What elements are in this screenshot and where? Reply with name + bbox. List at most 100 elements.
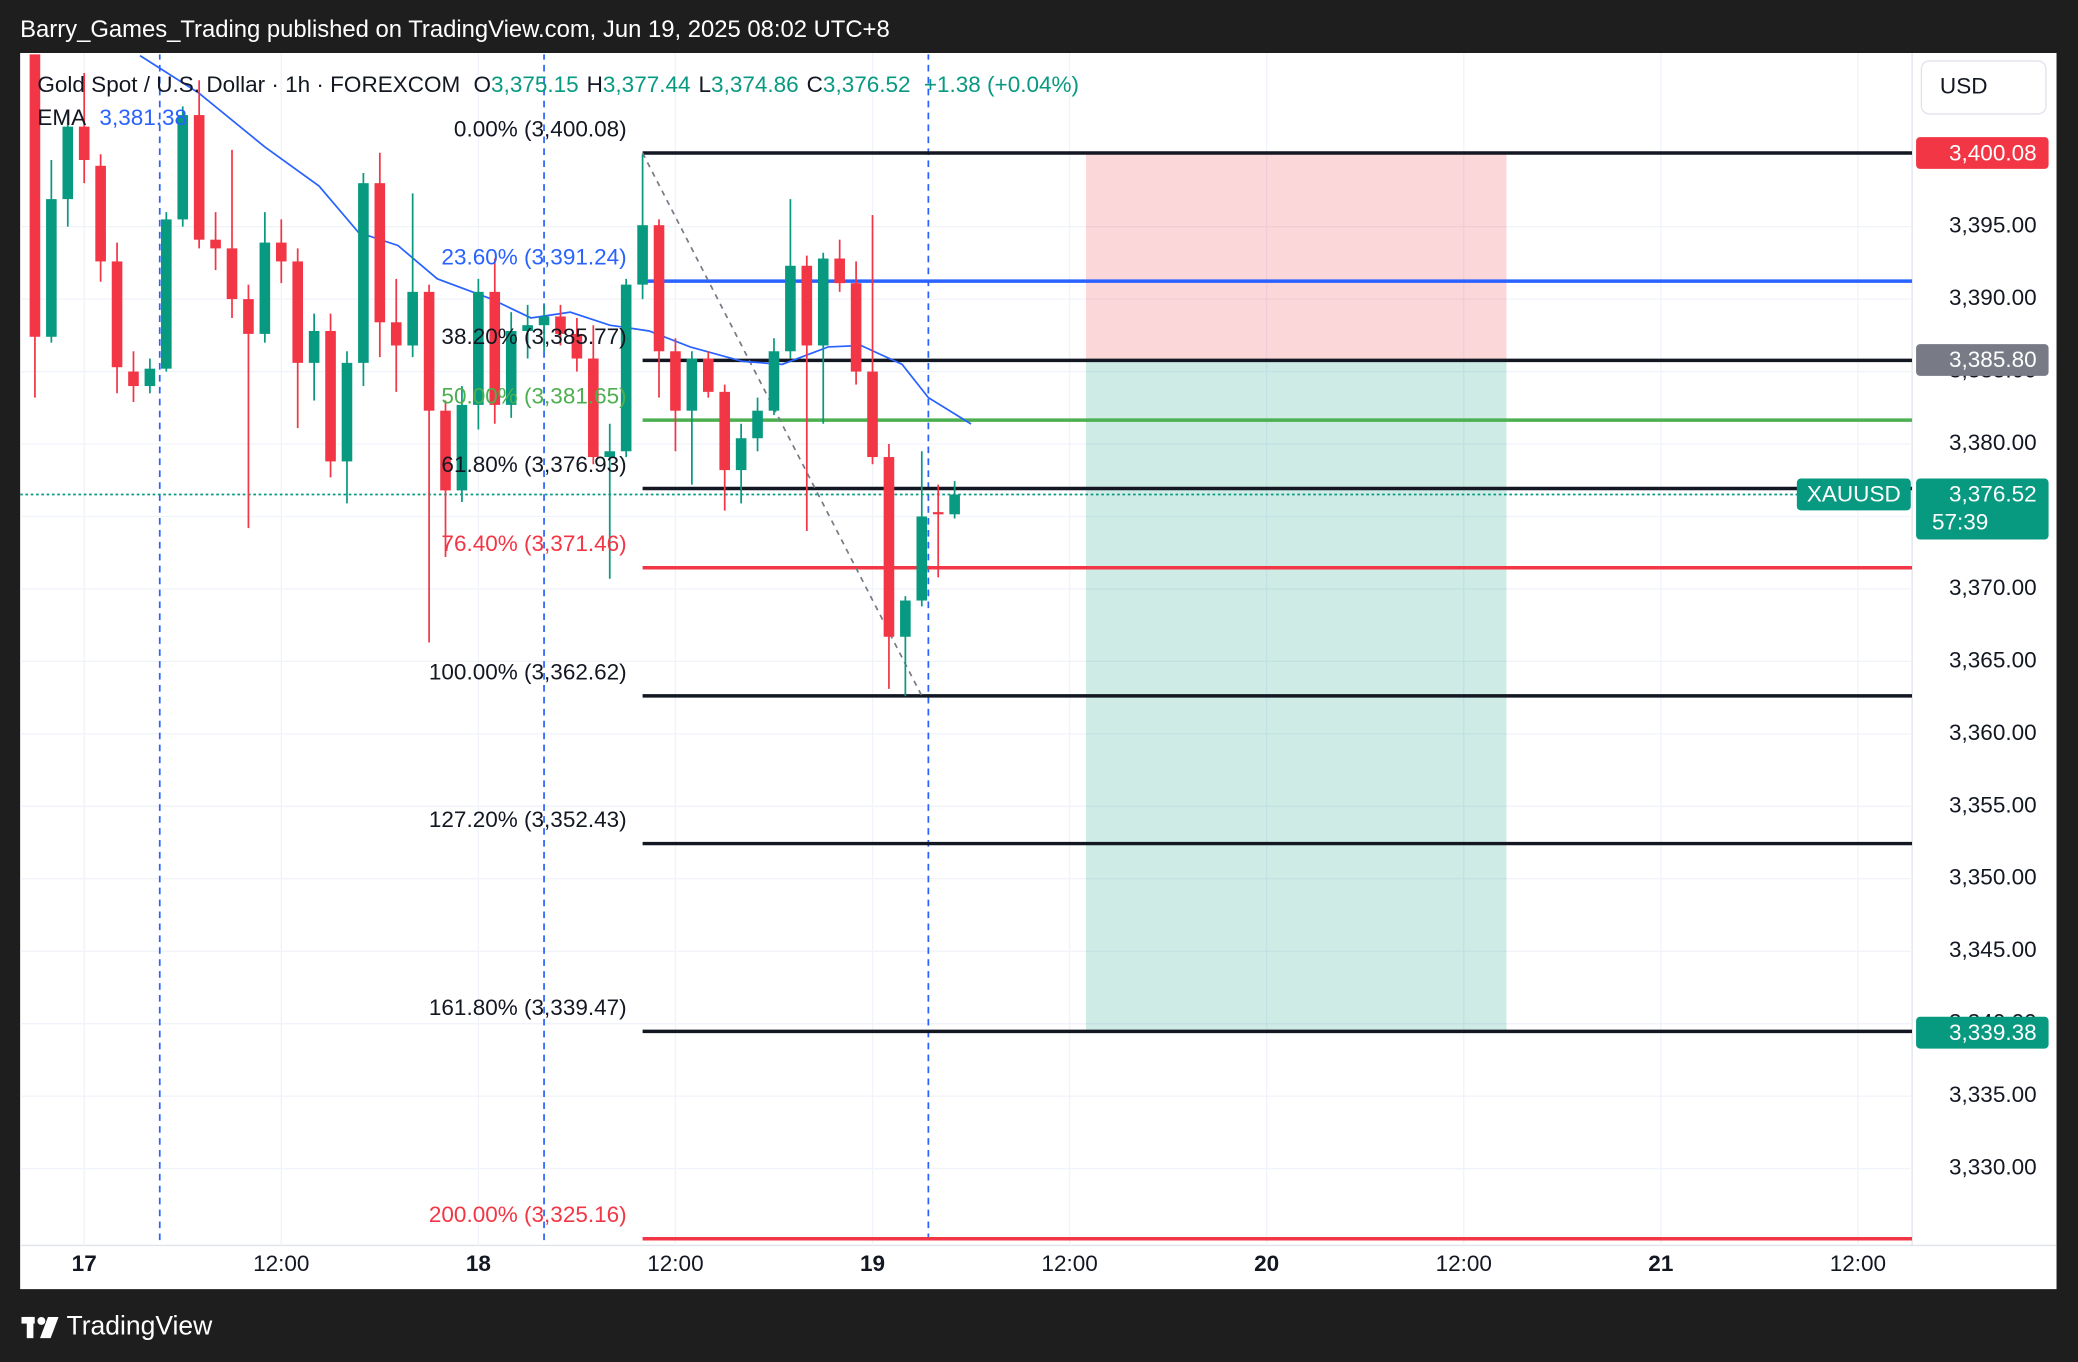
candle-body	[78, 126, 90, 160]
candle-body	[850, 283, 862, 372]
last-symbol: XAUUSD	[1807, 482, 1901, 507]
candle-body	[193, 115, 205, 240]
fib-label: 61.80% (3,376.93)	[441, 452, 626, 477]
ohlc-key: L	[699, 72, 712, 97]
candle-body	[423, 291, 435, 411]
candle-body	[653, 225, 665, 352]
currency[interactable]: USD	[1940, 73, 1988, 98]
candle-body	[867, 371, 878, 458]
logo-stem	[26, 1316, 34, 1339]
stop-badge-label: 3,400.08	[1949, 140, 2037, 165]
y-tick-label: 3,355.00	[1949, 792, 2037, 817]
fib-label: 23.60% (3,391.24)	[441, 245, 626, 270]
fib-label: 76.40% (3,371.46)	[441, 531, 626, 556]
fib-label: 50.00% (3,381.65)	[441, 384, 626, 409]
candle-body	[735, 438, 747, 471]
candle-body	[374, 183, 386, 323]
candle-body	[325, 330, 336, 462]
axes: 3,330.003,335.003,340.003,345.003,350.00…	[72, 137, 2049, 1276]
ohlc-key: C	[807, 72, 823, 97]
candle-body	[210, 239, 221, 249]
candle-body	[949, 494, 960, 515]
candle-body	[62, 126, 74, 200]
candle-body	[768, 351, 780, 411]
candle-body	[522, 325, 533, 331]
x-tick-label: 18	[466, 1251, 491, 1276]
candle-body	[719, 391, 731, 471]
chart-panel	[20, 52, 2057, 1290]
ohlc-key: O	[474, 72, 492, 97]
candle-body	[571, 333, 583, 359]
tradingview-logo	[21, 1316, 59, 1339]
y-tick-label: 3,330.00	[1949, 1155, 2037, 1180]
footer-brand: TradingView	[67, 1311, 214, 1341]
last-price-badge	[1916, 478, 2049, 540]
stop-badge	[1916, 137, 2049, 169]
x-tick-label: 12:00	[1436, 1251, 1492, 1276]
currency-box[interactable]	[1920, 60, 2047, 115]
x-tick-label: 12:00	[1041, 1251, 1097, 1276]
candle-body	[243, 299, 254, 334]
ohlc-value: 3,376.52	[823, 72, 911, 97]
candle-body	[390, 322, 402, 346]
x-tick-label: 12:00	[1830, 1251, 1886, 1276]
grid	[20, 52, 1913, 1246]
logo-dot	[37, 1316, 46, 1325]
candle-body	[111, 261, 123, 368]
ema-name: EMA	[37, 105, 86, 130]
candle-body	[916, 516, 928, 601]
y-tick-label: 3,345.00	[1949, 937, 2037, 962]
change: +1.38 (+0.04%)	[924, 72, 1079, 97]
x-tick-label: 17	[72, 1251, 97, 1276]
candle-body	[817, 258, 829, 346]
x-tick-label: 12:00	[253, 1251, 309, 1276]
y-tick-label: 3,350.00	[1949, 865, 2037, 890]
candle-body	[29, 54, 41, 337]
candle-body	[686, 358, 698, 411]
candle-body	[161, 219, 172, 369]
candle-body	[259, 242, 271, 334]
x-tick-label: 19	[860, 1251, 885, 1276]
candle-body	[670, 351, 681, 411]
y-tick-label: 3,360.00	[1949, 720, 2037, 745]
candle-body	[620, 284, 632, 452]
candle-body	[308, 330, 320, 363]
legend-line: Gold Spot / U.S. Dollar · 1h · FOREXCOM O…	[37, 72, 1079, 97]
candle-body	[489, 291, 501, 405]
candle-body	[538, 316, 550, 326]
candle-body	[128, 371, 139, 387]
x-tick-label: 12:00	[647, 1251, 703, 1276]
y-tick-label: 3,390.00	[1949, 285, 2037, 310]
target-badge	[1916, 1016, 2049, 1049]
fib-label: 38.20% (3,385.77)	[441, 324, 626, 349]
ohlc: O3,375.15 H3,377.44 L3,374.86 C3,376.52	[474, 72, 911, 97]
candle-body	[834, 258, 845, 284]
candle-body	[177, 115, 189, 220]
candle-body	[932, 512, 944, 515]
candle-body	[95, 165, 106, 262]
candle-body	[226, 248, 238, 300]
ohlc-key: H	[587, 72, 603, 97]
fib-label: 0.00% (3,400.08)	[454, 116, 627, 141]
candle-body	[637, 225, 648, 285]
candle-body	[440, 410, 451, 491]
candle-body	[358, 183, 369, 363]
candle-body	[341, 362, 353, 462]
candle-body	[900, 600, 911, 637]
candle-body	[785, 265, 796, 352]
x-tick-label: 21	[1648, 1251, 1673, 1276]
candle-body	[275, 242, 287, 262]
entry-badge-label: 3,385.80	[1949, 347, 2037, 372]
candle-body	[752, 410, 763, 439]
ohlc-value: 3,377.44	[603, 72, 691, 97]
y-tick-label: 3,365.00	[1949, 647, 2037, 672]
candle-body	[702, 358, 714, 392]
ema-value: 3,381.38	[99, 105, 187, 130]
y-tick-label: 3,380.00	[1949, 430, 2037, 455]
y-tick-label: 3,335.00	[1949, 1082, 2037, 1107]
target-badge-label: 3,339.38	[1949, 1020, 2037, 1045]
candle-body	[456, 404, 468, 491]
candle-body	[292, 261, 304, 363]
